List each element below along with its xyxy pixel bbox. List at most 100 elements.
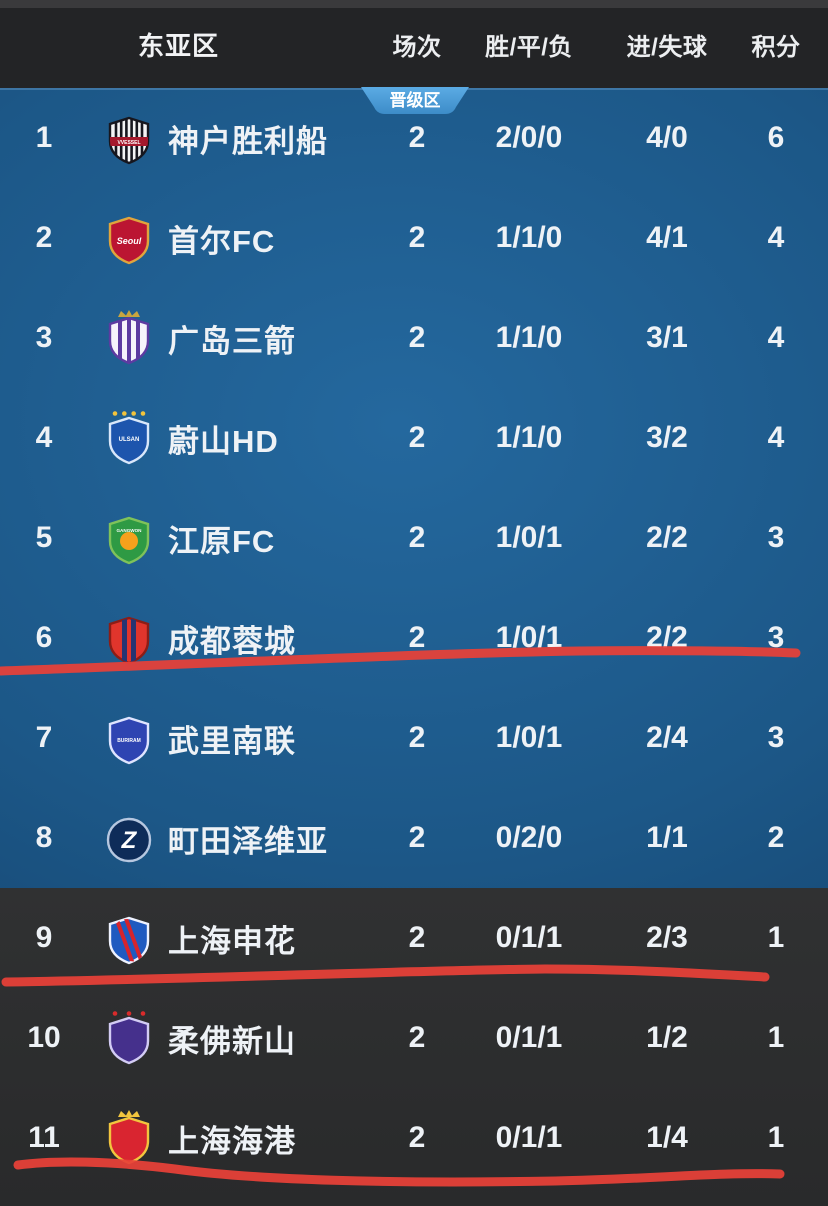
matches-played: 2 xyxy=(408,221,426,254)
goals-for-against: 2/3 xyxy=(646,921,688,954)
johor-crest-icon xyxy=(105,1010,153,1066)
matches-played: 2 xyxy=(408,1121,426,1154)
sanfrecce-hiroshima-crest-icon xyxy=(105,310,153,366)
table-header: 东亚区 场次 胜/平/负 进/失球 积分 xyxy=(0,0,828,88)
rank-number: 10 xyxy=(27,1021,61,1054)
goals-for-against: 4/1 xyxy=(646,221,688,254)
matches-played: 2 xyxy=(408,121,426,154)
vissel-kobe-crest-icon: VVESSEL xyxy=(105,110,153,166)
rank-number: 11 xyxy=(28,1121,60,1154)
team-name: 上海海港 xyxy=(168,1123,296,1159)
matches-played: 2 xyxy=(408,1021,426,1054)
svg-text:GANGWON: GANGWON xyxy=(116,528,142,533)
fc-seoul-crest-icon: Seoul xyxy=(105,210,153,266)
matches-played: 2 xyxy=(408,321,426,354)
rank-number: 6 xyxy=(35,621,53,654)
machida-zelvia-crest-icon: Z xyxy=(105,810,153,866)
win-draw-loss: 0/2/0 xyxy=(495,821,563,854)
win-draw-loss: 1/0/1 xyxy=(495,721,563,754)
win-draw-loss: 1/0/1 xyxy=(495,621,563,654)
win-draw-loss: 1/0/1 xyxy=(495,521,563,554)
win-draw-loss: 1/1/0 xyxy=(495,421,563,454)
points: 1 xyxy=(767,1021,785,1054)
rank-number: 8 xyxy=(35,821,53,854)
team-name: 柔佛新山 xyxy=(168,1023,296,1059)
table-row[interactable]: 11 上海海港 2 0/1/1 1/4 1 xyxy=(0,1088,828,1188)
team-name: 上海申花 xyxy=(168,923,296,959)
svg-text:晋级区: 晋级区 xyxy=(390,90,441,110)
goals-for-against: 2/2 xyxy=(646,621,688,654)
rank-number: 9 xyxy=(35,921,53,954)
svg-text:ULSAN: ULSAN xyxy=(119,437,140,443)
svg-text:BURIRAM: BURIRAM xyxy=(117,738,141,744)
matches-played: 2 xyxy=(408,721,426,754)
svg-text:VVESSEL: VVESSEL xyxy=(117,140,140,146)
goals-for-against: 1/1 xyxy=(646,821,688,854)
team-name: 蔚山HD xyxy=(168,423,279,459)
table-row[interactable]: 8 Z 町田泽维亚 2 0/2/0 1/1 2 xyxy=(0,788,828,888)
points: 4 xyxy=(767,221,785,254)
rank-number: 7 xyxy=(35,721,53,754)
team-name: 江原FC xyxy=(168,523,276,559)
goals-for-against: 1/4 xyxy=(646,1121,688,1154)
chengdu-rongcheng-crest-icon xyxy=(105,610,153,666)
column-header-matches: 场次 xyxy=(392,33,442,61)
table-row[interactable]: 5 GANGWON 江原FC 2 1/0/1 2/2 3 xyxy=(0,488,828,588)
goals-for-against: 3/1 xyxy=(646,321,688,354)
team-name: 神户胜利船 xyxy=(168,123,328,159)
table-row[interactable]: 2 Seoul 首尔FC 2 1/1/0 4/1 4 xyxy=(0,188,828,288)
matches-played: 2 xyxy=(408,521,426,554)
svg-text:Z: Z xyxy=(121,827,138,854)
team-name: 广岛三箭 xyxy=(168,323,296,359)
gangwon-fc-crest-icon: GANGWON xyxy=(105,510,153,566)
win-draw-loss: 0/1/1 xyxy=(495,921,563,954)
rank-number: 1 xyxy=(35,121,53,154)
qualification-zone-badge: 晋级区 xyxy=(359,87,471,115)
column-header-win-draw-loss: 胜/平/负 xyxy=(485,33,573,61)
rank-number: 4 xyxy=(35,421,53,454)
points: 3 xyxy=(767,721,785,754)
table-row[interactable]: 6 成都蓉城 2 1/0/1 2/2 3 xyxy=(0,588,828,688)
table-row[interactable]: 9 上海申花 2 0/1/1 2/3 1 xyxy=(0,888,828,988)
column-header-points: 积分 xyxy=(751,33,801,61)
win-draw-loss: 1/1/0 xyxy=(495,221,563,254)
top-divider xyxy=(0,0,828,8)
points: 1 xyxy=(767,1121,785,1154)
points: 2 xyxy=(767,821,785,854)
points: 1 xyxy=(767,921,785,954)
ulsan-hd-crest-icon: ULSAN xyxy=(105,410,153,466)
goals-for-against: 2/4 xyxy=(646,721,688,754)
table-row[interactable]: 7 BURIRAM 武里南联 2 1/0/1 2/4 3 xyxy=(0,688,828,788)
shanghai-shenhua-crest-icon xyxy=(105,910,153,969)
buriram-united-crest-icon: BURIRAM xyxy=(105,710,153,766)
team-name: 成都蓉城 xyxy=(168,623,296,659)
goals-for-against: 3/2 xyxy=(646,421,688,454)
win-draw-loss: 1/1/0 xyxy=(495,321,563,354)
points: 6 xyxy=(767,121,785,154)
team-name: 町田泽维亚 xyxy=(168,823,328,859)
matches-played: 2 xyxy=(408,921,426,954)
table-row[interactable]: 1 VVESSEL 神户胜利船 2 2/0/0 4/0 6 xyxy=(0,88,828,188)
team-name: 武里南联 xyxy=(168,723,296,759)
table-row[interactable]: 4 ULSAN 蔚山HD 2 1/1/0 3/2 4 xyxy=(0,388,828,488)
shanghai-port-crest-icon xyxy=(105,1110,153,1166)
matches-played: 2 xyxy=(408,821,426,854)
matches-played: 2 xyxy=(408,421,426,454)
points: 4 xyxy=(767,321,785,354)
goals-for-against: 2/2 xyxy=(646,521,688,554)
points: 3 xyxy=(767,621,785,654)
rank-number: 2 xyxy=(35,221,53,254)
team-name: 首尔FC xyxy=(168,223,276,259)
matches-played: 2 xyxy=(408,621,426,654)
rank-number: 5 xyxy=(35,521,53,554)
win-draw-loss: 0/1/1 xyxy=(495,1021,563,1054)
win-draw-loss: 0/1/1 xyxy=(495,1121,563,1154)
column-header-goals: 进/失球 xyxy=(626,33,708,61)
goals-for-against: 1/2 xyxy=(646,1021,688,1054)
points: 3 xyxy=(767,521,785,554)
table-row[interactable]: 3 广岛三箭 2 1/1/0 3/1 4 xyxy=(0,288,828,388)
goals-for-against: 4/0 xyxy=(646,121,688,154)
table-row[interactable]: 10 柔佛新山 2 0/1/1 1/2 1 xyxy=(0,988,828,1088)
rank-number: 3 xyxy=(35,321,53,354)
